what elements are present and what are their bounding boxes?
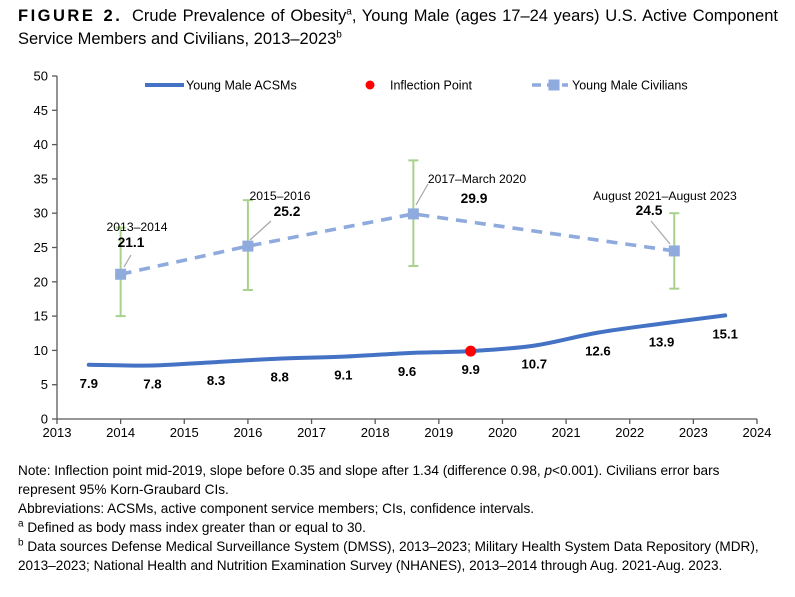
acsm-value-label: 10.7 [521, 357, 547, 372]
acsms-line [86, 313, 728, 368]
y-tick-label: 20 [34, 274, 48, 289]
civilian-square-marker [242, 240, 254, 252]
italic-p: p [544, 463, 553, 478]
x-tick-label: 2022 [615, 425, 644, 440]
acsm-value-label: 7.8 [143, 376, 161, 391]
figure-title: FIGURE 2. Crude Prevalence of Obesitya, … [18, 5, 778, 51]
acsm-value-label: 7.9 [80, 376, 98, 391]
footnote-marker-a: a [346, 6, 352, 18]
x-tick-label: 2016 [233, 425, 262, 440]
abbreviations-text: Abbreviations: ACSMs, active component s… [18, 501, 535, 516]
y-tick-label: 40 [34, 137, 48, 152]
civilian-period-label: 2013–2014 [106, 220, 167, 234]
acsm-value-label: 9.6 [398, 364, 416, 379]
civilian-period-label: 2015–2016 [249, 189, 310, 203]
inflection-point-dot [465, 345, 477, 357]
acsm-value-label: 9.9 [461, 362, 479, 377]
callout-leader-line [650, 220, 671, 245]
figure-number-label: FIGURE 2. [18, 7, 123, 25]
x-tick-label: 2013 [43, 425, 72, 440]
civilian-square-marker [115, 268, 127, 280]
y-tick-label: 35 [34, 171, 48, 186]
figure-notes: Note: Inflection point mid-2019, slope b… [18, 461, 768, 575]
y-tick-label: 15 [34, 309, 48, 324]
obesity-prevalence-line-chart: 0 5 10 15 20 25 30 35 40 45 50 2013 2014 2015 2016 2017… [0, 58, 795, 458]
legend-inflection-label: Inflection Point [390, 79, 473, 93]
x-tick-label: 2018 [361, 425, 390, 440]
civilian-square-marker [407, 208, 419, 220]
y-tick-label: 10 [34, 343, 48, 358]
footnote-a: a Defined as body mass index greater tha… [18, 518, 366, 535]
acsm-value-label: 9.1 [334, 368, 352, 383]
acsm-value-label: 15.1 [712, 326, 738, 341]
legend-civilians-label: Young Male Civilians [572, 79, 688, 93]
x-tick-label: 2017 [297, 425, 326, 440]
x-tick-label: 2014 [106, 425, 135, 440]
x-tick-label: 2015 [170, 425, 199, 440]
figure-title-text: Crude Prevalence of Obesity [132, 7, 347, 25]
y-tick-label: 50 [34, 69, 48, 84]
civilian-value-label: 24.5 [636, 203, 663, 218]
y-tick-label: 5 [41, 377, 48, 392]
civilian-period-label: August 2021–August 2023 [593, 189, 737, 203]
chart-canvas: 0 5 10 15 20 25 30 35 40 45 50 2013 2014 2015 2016 2017… [34, 69, 772, 441]
x-tick-label: 2021 [552, 425, 581, 440]
x-tick-label: 2024 [743, 425, 772, 440]
acsm-value-label: 8.8 [271, 370, 289, 385]
legend-inflection-dot-sample [365, 80, 375, 90]
footnote-b-marker: b [18, 537, 24, 549]
x-tick-label: 2023 [679, 425, 708, 440]
footnote-b: b Data sources Defense Medical Surveilla… [18, 537, 759, 573]
acsm-value-label: 13.9 [649, 335, 675, 350]
note-text: Note: Inflection point mid-2019, slope b… [18, 463, 720, 497]
x-tick-label: 2020 [488, 425, 517, 440]
legend-acsms-label: Young Male ACSMs [186, 79, 297, 93]
civilian-value-label: 21.1 [118, 235, 145, 250]
y-tick-label: 0 [41, 412, 48, 427]
callout-leader-line [249, 220, 272, 241]
figure-title-text-2: , Young Male (ages 17–24 years) U.S. Act… [18, 7, 778, 48]
acsm-value-label: 12.6 [585, 344, 611, 359]
callout-leader-line [415, 183, 429, 206]
callout-leader-line [123, 254, 132, 268]
y-tick-label: 25 [34, 240, 48, 255]
legend-civilians-square-sample [548, 79, 560, 91]
y-tick-label: 30 [34, 206, 48, 221]
civilian-square-marker [668, 245, 680, 257]
footnote-a-marker: a [18, 518, 24, 530]
footnote-marker-b: b [336, 29, 342, 41]
civilians-line [120, 212, 675, 277]
civilian-value-label: 25.2 [274, 204, 301, 219]
civilian-value-label: 29.9 [461, 191, 488, 206]
y-tick-label: 45 [34, 103, 48, 118]
acsm-value-label: 8.3 [207, 373, 225, 388]
civilian-period-label: 2017–March 2020 [428, 172, 526, 186]
x-tick-label: 2019 [424, 425, 453, 440]
